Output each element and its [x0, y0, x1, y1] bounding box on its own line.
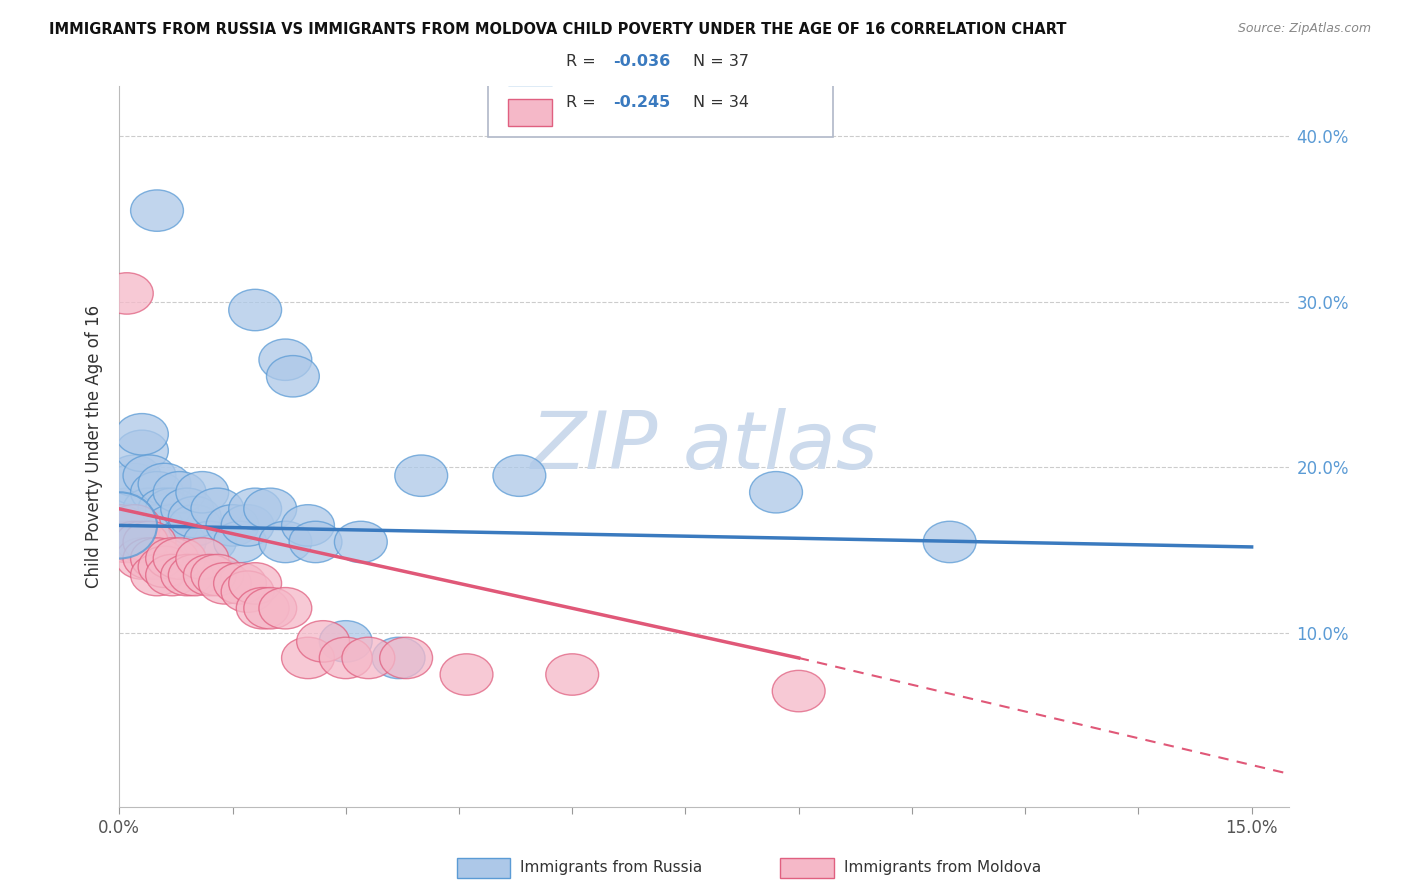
- Text: IMMIGRANTS FROM RUSSIA VS IMMIGRANTS FROM MOLDOVA CHILD POVERTY UNDER THE AGE OF: IMMIGRANTS FROM RUSSIA VS IMMIGRANTS FRO…: [49, 22, 1067, 37]
- Ellipse shape: [440, 654, 494, 695]
- Ellipse shape: [115, 414, 169, 455]
- Ellipse shape: [169, 505, 221, 546]
- Ellipse shape: [100, 488, 153, 530]
- Ellipse shape: [93, 505, 146, 546]
- Ellipse shape: [131, 190, 183, 231]
- Ellipse shape: [494, 455, 546, 497]
- Ellipse shape: [153, 521, 207, 563]
- Ellipse shape: [138, 546, 191, 588]
- Ellipse shape: [160, 488, 214, 530]
- Ellipse shape: [176, 538, 229, 579]
- Ellipse shape: [146, 505, 198, 546]
- Ellipse shape: [259, 339, 312, 380]
- Ellipse shape: [281, 505, 335, 546]
- Text: R =: R =: [567, 95, 602, 111]
- Ellipse shape: [319, 621, 373, 662]
- Ellipse shape: [146, 538, 198, 579]
- Ellipse shape: [373, 637, 425, 679]
- Ellipse shape: [207, 505, 259, 546]
- Ellipse shape: [191, 488, 243, 530]
- Ellipse shape: [131, 555, 183, 596]
- Ellipse shape: [153, 538, 207, 579]
- Ellipse shape: [243, 488, 297, 530]
- Ellipse shape: [924, 521, 976, 563]
- Ellipse shape: [146, 488, 198, 530]
- Ellipse shape: [115, 538, 169, 579]
- Text: Immigrants from Russia: Immigrants from Russia: [520, 861, 703, 875]
- Ellipse shape: [146, 555, 198, 596]
- Ellipse shape: [229, 488, 281, 530]
- Ellipse shape: [176, 472, 229, 513]
- Ellipse shape: [297, 621, 350, 662]
- Ellipse shape: [281, 637, 335, 679]
- Ellipse shape: [395, 455, 447, 497]
- Ellipse shape: [160, 555, 214, 596]
- FancyBboxPatch shape: [488, 46, 832, 136]
- Ellipse shape: [214, 521, 267, 563]
- Ellipse shape: [115, 430, 169, 472]
- Ellipse shape: [229, 289, 281, 331]
- Ellipse shape: [335, 521, 387, 563]
- Ellipse shape: [108, 505, 160, 546]
- Ellipse shape: [221, 505, 274, 546]
- Ellipse shape: [169, 555, 221, 596]
- Ellipse shape: [214, 563, 267, 604]
- Ellipse shape: [191, 555, 243, 596]
- Ellipse shape: [124, 538, 176, 579]
- Text: Source: ZipAtlas.com: Source: ZipAtlas.com: [1237, 22, 1371, 36]
- Ellipse shape: [82, 492, 157, 558]
- Ellipse shape: [108, 521, 160, 563]
- Ellipse shape: [100, 521, 153, 563]
- Text: N = 34: N = 34: [693, 95, 748, 111]
- Text: Immigrants from Moldova: Immigrants from Moldova: [844, 861, 1040, 875]
- Ellipse shape: [124, 521, 176, 563]
- Ellipse shape: [93, 505, 146, 546]
- Ellipse shape: [243, 588, 297, 629]
- Ellipse shape: [183, 521, 236, 563]
- Ellipse shape: [138, 463, 191, 505]
- Text: N = 37: N = 37: [693, 54, 748, 69]
- Ellipse shape: [380, 637, 433, 679]
- Text: -0.245: -0.245: [613, 95, 671, 111]
- FancyBboxPatch shape: [508, 58, 553, 85]
- Ellipse shape: [108, 455, 160, 497]
- Ellipse shape: [124, 488, 176, 530]
- Ellipse shape: [131, 505, 183, 546]
- Ellipse shape: [229, 563, 281, 604]
- Ellipse shape: [131, 472, 183, 513]
- Ellipse shape: [138, 488, 191, 530]
- Ellipse shape: [131, 538, 183, 579]
- Ellipse shape: [108, 463, 160, 505]
- Text: R =: R =: [567, 54, 602, 69]
- Ellipse shape: [290, 521, 342, 563]
- FancyBboxPatch shape: [508, 99, 553, 126]
- Ellipse shape: [259, 588, 312, 629]
- Text: -0.036: -0.036: [613, 54, 671, 69]
- Ellipse shape: [546, 654, 599, 695]
- Text: ZIP atlas: ZIP atlas: [530, 408, 879, 486]
- Ellipse shape: [124, 455, 176, 497]
- Y-axis label: Child Poverty Under the Age of 16: Child Poverty Under the Age of 16: [86, 305, 103, 588]
- Ellipse shape: [749, 472, 803, 513]
- Ellipse shape: [259, 521, 312, 563]
- Ellipse shape: [221, 571, 274, 613]
- Ellipse shape: [236, 588, 290, 629]
- Ellipse shape: [115, 521, 169, 563]
- Ellipse shape: [319, 637, 373, 679]
- Ellipse shape: [183, 555, 236, 596]
- Ellipse shape: [342, 637, 395, 679]
- Ellipse shape: [153, 472, 207, 513]
- Ellipse shape: [198, 563, 252, 604]
- Ellipse shape: [169, 497, 221, 538]
- Ellipse shape: [267, 356, 319, 397]
- Ellipse shape: [772, 671, 825, 712]
- Ellipse shape: [100, 273, 153, 314]
